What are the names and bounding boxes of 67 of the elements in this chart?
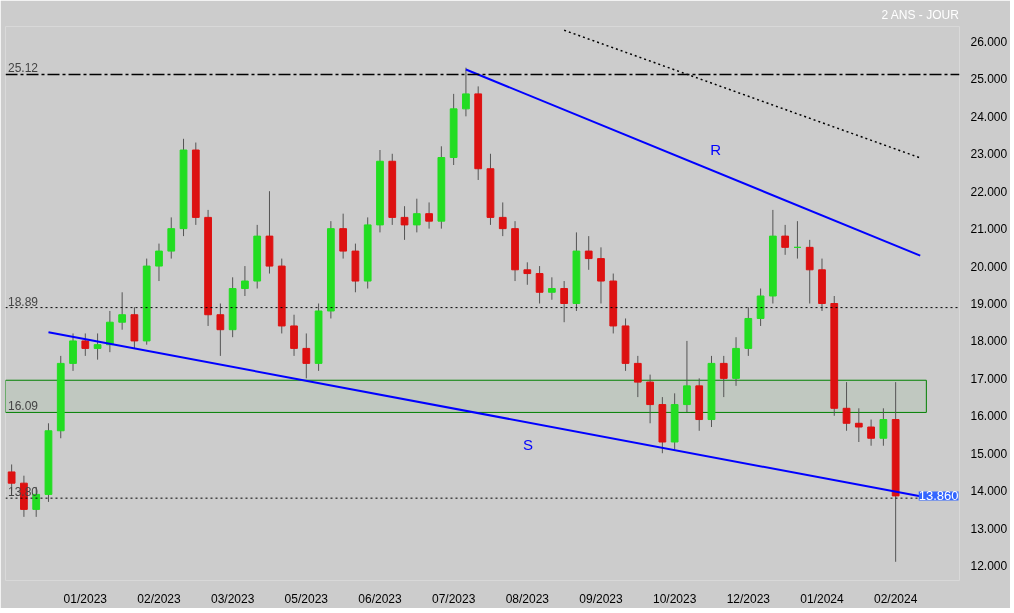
candlestick <box>854 407 863 443</box>
candlestick <box>560 280 569 323</box>
candlestick <box>302 332 311 379</box>
candlestick <box>756 288 765 327</box>
y-tick-label: 15.000 <box>970 446 1008 461</box>
y-tick-label: 20.000 <box>970 259 1008 274</box>
x-tick-label: 02/2023 <box>137 591 181 606</box>
x-tick-label: 01/2023 <box>63 591 108 606</box>
band-label: 16.09 <box>7 399 39 414</box>
y-tick-label: 22.000 <box>970 184 1008 199</box>
candlestick <box>93 332 102 361</box>
candlestick <box>498 201 507 237</box>
candlestick <box>400 205 409 241</box>
candlestick <box>241 265 249 297</box>
x-tick-label: 07/2023 <box>431 591 476 606</box>
x-tick-label: 08/2023 <box>505 591 550 606</box>
ref-line-label: 25.12 <box>7 61 39 76</box>
y-tick-label: 25.000 <box>970 72 1008 87</box>
candlestick <box>719 355 728 398</box>
annotation: 13.860 <box>918 488 959 504</box>
candlestick <box>597 246 605 304</box>
candlestick <box>523 261 532 286</box>
candlestick <box>155 243 163 282</box>
y-tick-label: 24.000 <box>970 109 1008 124</box>
candlestick <box>425 201 433 230</box>
candlestick <box>879 407 888 447</box>
x-tick-label: 09/2023 <box>579 591 623 606</box>
candlestick <box>290 314 298 357</box>
candlestick <box>216 303 225 357</box>
y-tick-label: 12.000 <box>970 559 1008 574</box>
x-tick-label: 03/2023 <box>210 591 255 606</box>
series-label: S <box>522 436 533 454</box>
candlestick <box>805 239 814 304</box>
y-tick-label: 19.000 <box>970 297 1008 311</box>
y-tick-label: 14.000 <box>970 484 1008 499</box>
candlestick <box>69 332 77 372</box>
candlestick <box>584 235 593 271</box>
candlestick <box>81 332 90 357</box>
y-tick-label: 23.000 <box>970 147 1008 162</box>
candlestick <box>547 276 556 301</box>
x-tick-label: 01/2024 <box>800 591 844 606</box>
candlestick <box>105 310 114 353</box>
series-label: R <box>710 140 722 158</box>
candlestick <box>339 213 348 260</box>
x-tick-label: 02/2024 <box>873 591 918 606</box>
candlestick <box>167 216 176 260</box>
candlestick <box>633 355 642 398</box>
ref-line-label: 18.89 <box>7 294 39 309</box>
y-tick-label: 18.000 <box>970 334 1008 349</box>
x-tick-label: 10/2023 <box>652 591 697 606</box>
x-tick-label: 06/2023 <box>358 591 402 606</box>
candlestick <box>462 67 470 117</box>
y-tick-label: 17.000 <box>970 371 1008 386</box>
candlestick <box>412 198 421 233</box>
y-tick-label: 13.000 <box>970 521 1008 536</box>
candlestick <box>535 265 544 304</box>
candlestick <box>867 419 875 447</box>
y-tick-label: 16.000 <box>970 409 1008 424</box>
candlestick <box>118 291 127 331</box>
x-tick-label: 05/2023 <box>284 591 329 606</box>
candlestick <box>683 340 691 413</box>
y-tick-label: 21.000 <box>970 222 1008 237</box>
candlestick <box>781 224 790 256</box>
candlestick <box>646 374 654 424</box>
y-tick-label: 26.000 <box>970 34 1008 49</box>
x-tick-label: 12/2023 <box>726 591 771 606</box>
candlestick <box>842 381 851 432</box>
